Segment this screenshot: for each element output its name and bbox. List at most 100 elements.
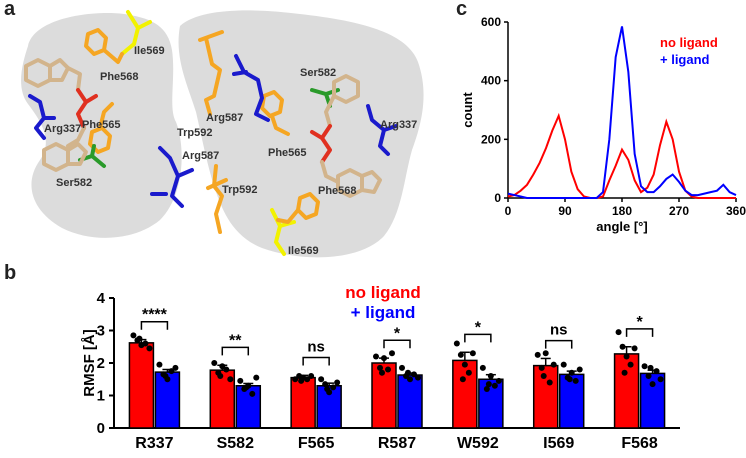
residue-label: Arg337: [44, 123, 81, 135]
data-point: [217, 373, 224, 379]
significance-bracket: [544, 339, 573, 349]
y-tick-label: 0: [97, 420, 105, 437]
data-point: [292, 376, 299, 383]
data-point: [322, 381, 329, 388]
data-point: [641, 363, 648, 370]
residue-label: Phe565: [268, 147, 307, 159]
residue-label: Phe568: [100, 71, 139, 83]
ligand-right: [310, 74, 382, 198]
category-label: F568: [621, 435, 658, 452]
data-point: [550, 361, 557, 368]
bar-ligand: [558, 373, 585, 429]
y-tick-label: 400: [481, 74, 501, 88]
category-label: W592: [457, 435, 499, 452]
residue-label: Ser582: [56, 177, 92, 189]
x-axis-label: angle [°]: [596, 219, 647, 234]
category-label: R587: [378, 435, 416, 452]
x-tick-label: 180: [612, 204, 632, 218]
residue-trp592-bottom: [206, 164, 228, 234]
significance-bracket: [140, 320, 169, 330]
residue-arg337-left: [28, 94, 56, 140]
residue-trp592-top: [198, 30, 224, 116]
residue-phe568-top: [84, 28, 124, 64]
bar-no-ligand: [452, 359, 478, 429]
residue-phe565-bottom: [260, 90, 290, 136]
legend-no-ligand: no ligand: [345, 283, 421, 302]
significance-label: *: [475, 319, 482, 336]
angle-distribution-chart: 0 200 400 600 0 90 180 270 360 angle [°] count no l…: [460, 15, 746, 234]
data-point: [540, 373, 547, 379]
bar-ligand: [235, 385, 262, 429]
data-point: [485, 381, 492, 388]
x-tick-label: 360: [726, 204, 746, 218]
residue-label: Ile569: [288, 245, 319, 257]
data-point: [465, 369, 472, 376]
significance-label: ****: [142, 307, 168, 324]
data-point: [385, 366, 391, 373]
residue-label: Phe565: [82, 119, 121, 131]
data-point: [379, 369, 385, 376]
data-point: [483, 386, 490, 392]
y-tick-label: 3: [97, 323, 105, 340]
data-point: [546, 379, 553, 386]
data-point: [619, 343, 626, 350]
legend-no-ligand: no ligand: [660, 35, 718, 50]
data-point: [162, 373, 169, 379]
data-point: [243, 384, 250, 391]
data-point: [308, 373, 315, 379]
data-point: [469, 350, 476, 357]
series-line-ligand: [507, 26, 737, 199]
data-point: [645, 373, 652, 379]
data-point: [172, 364, 179, 371]
residue-labels: Ile569Phe568Phe565Arg337Ser582Trp592Arg5…: [44, 45, 417, 257]
residue-phe565-top: [88, 102, 114, 154]
data-point: [457, 351, 464, 358]
data-point: [459, 376, 466, 383]
y-axis-label: RMSF [Å]: [81, 329, 98, 397]
data-point: [542, 350, 549, 357]
data-point: [136, 335, 143, 342]
y-tick-label: 200: [481, 132, 501, 146]
data-point: [142, 340, 149, 347]
residue-label: Trp592: [177, 127, 212, 139]
data-point: [657, 376, 664, 383]
residue-label: Ser582: [300, 67, 336, 79]
data-point: [572, 377, 579, 384]
data-point: [491, 382, 498, 389]
data-point: [615, 329, 622, 336]
binding-site-surface-right: [178, 10, 424, 258]
data-point: [461, 361, 468, 368]
data-point: [324, 386, 331, 392]
data-point: [223, 366, 230, 373]
residue-arg587-top: [232, 54, 270, 122]
data-point: [621, 369, 628, 376]
significance-label: ns: [550, 322, 568, 339]
data-point: [407, 376, 413, 383]
data-point: [566, 376, 573, 383]
y-tick-label: 1: [97, 388, 105, 405]
significance-bracket: [464, 333, 492, 343]
data-point: [560, 361, 567, 368]
data-point: [168, 368, 175, 375]
residue-label: Trp592: [222, 184, 257, 196]
ligand-left: [24, 58, 98, 172]
residue-arg337-right: [366, 104, 398, 156]
series-line-no-ligand: [507, 112, 736, 199]
significance-bracket: [221, 346, 250, 356]
significance-label: ns: [307, 338, 325, 355]
x-tick-label: 0: [505, 204, 512, 218]
bar-ligand: [478, 378, 504, 429]
data-point: [381, 355, 387, 362]
data-point: [631, 345, 638, 352]
data-point: [576, 366, 583, 373]
bar-ligand: [397, 374, 423, 429]
panel-letter-c: c: [456, 0, 468, 20]
legend-ligand: + ligand: [660, 52, 710, 67]
data-point: [411, 371, 417, 378]
significance-bracket: [302, 356, 330, 366]
y-tick-label: 2: [97, 355, 105, 372]
data-point: [479, 364, 486, 371]
residue-label: Arg587: [182, 150, 219, 162]
data-point: [146, 345, 153, 352]
